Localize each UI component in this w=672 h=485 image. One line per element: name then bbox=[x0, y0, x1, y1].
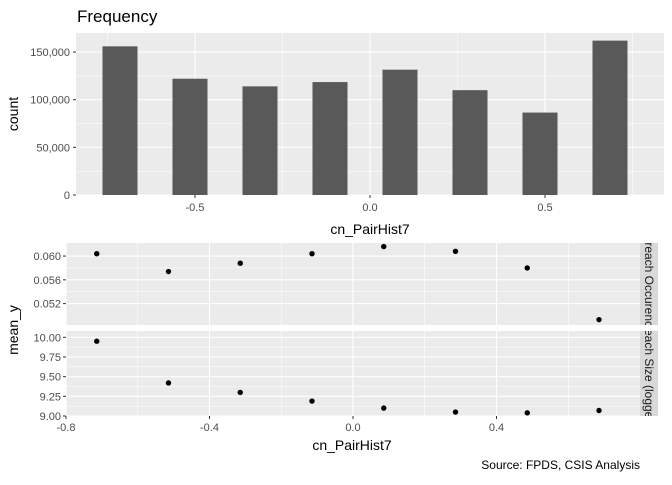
top-y-axis-title: count bbox=[5, 97, 21, 131]
histogram-bar bbox=[172, 78, 208, 195]
histogram-bar bbox=[522, 112, 558, 195]
facet-y-tick-label: 0.056 bbox=[33, 275, 61, 287]
scatter-point bbox=[452, 409, 459, 415]
scatter-point bbox=[452, 248, 459, 255]
histogram-bar bbox=[312, 82, 348, 195]
scatter-point bbox=[381, 405, 387, 411]
bottom-x-axis-title: cn_PairHist7 bbox=[312, 437, 392, 453]
facet-y-tick-label: 0.052 bbox=[33, 299, 61, 311]
facet1-strip-label: Breach Occurence bbox=[642, 234, 656, 334]
scatter-point bbox=[94, 250, 100, 257]
top-bars bbox=[102, 40, 628, 196]
bottom-x-tick-label: -0.4 bbox=[200, 422, 219, 434]
bottom-y-axis-title: mean_y bbox=[5, 305, 21, 355]
top-y-tick-label: 0 bbox=[64, 190, 70, 202]
facet-y-tick-label: 10.00 bbox=[33, 332, 61, 344]
top-x-tick-label: 0.0 bbox=[362, 202, 377, 214]
facet-y-axes: 0.052 0.056 0.060 9.00 9.25 9.50 9.75 10.00 bbox=[33, 251, 66, 423]
facet-points bbox=[94, 243, 602, 416]
scatter-point bbox=[237, 260, 243, 266]
top-x-tick-label: -0.5 bbox=[186, 202, 205, 214]
scatter-point bbox=[381, 243, 387, 250]
facet2-strip bbox=[640, 331, 658, 416]
scatter-point bbox=[596, 407, 602, 414]
histogram-bar bbox=[382, 69, 418, 195]
bottom-x-axis: -0.8 -0.4 0.0 0.4 bbox=[57, 416, 504, 434]
top-y-tick-label: 100,000 bbox=[30, 95, 70, 107]
top-x-axis-title: cn_PairHist7 bbox=[330, 221, 410, 237]
facet-y-tick-label: 9.50 bbox=[40, 372, 61, 384]
top-x-axis: -0.5 0.0 0.5 bbox=[186, 195, 553, 214]
scatter-point bbox=[596, 316, 602, 323]
scatter-point bbox=[165, 268, 172, 275]
top-y-axis: 0 50,000 100,000 150,000 bbox=[30, 47, 76, 202]
facet2-strip-label: Breach Size (logged) bbox=[642, 317, 656, 429]
bottom-x-tick-label: 0.4 bbox=[489, 422, 504, 434]
scatter-point bbox=[524, 265, 530, 271]
top-x-tick-label: 0.5 bbox=[537, 202, 552, 214]
bottom-x-tick-label: 0.0 bbox=[345, 422, 360, 434]
chart-caption: Source: FPDS, CSIS Analysis bbox=[481, 458, 640, 472]
top-y-tick-label: 50,000 bbox=[36, 142, 70, 154]
histogram-bar bbox=[102, 46, 138, 196]
histogram-bar bbox=[452, 90, 488, 195]
scatter-point bbox=[524, 410, 530, 416]
scatter-point bbox=[165, 380, 172, 386]
facet-y-tick-label: 0.060 bbox=[33, 251, 61, 263]
scatter-point bbox=[94, 338, 100, 344]
facet-y-tick-label: 9.75 bbox=[40, 352, 61, 364]
facet-y-tick-label: 9.25 bbox=[40, 391, 61, 403]
facet1-strip bbox=[640, 243, 658, 325]
bottom-x-tick-label: -0.8 bbox=[57, 422, 76, 434]
scatter-point bbox=[237, 389, 243, 396]
top-y-tick-label: 150,000 bbox=[30, 47, 70, 59]
histogram-bar bbox=[242, 86, 278, 195]
scatter-point bbox=[309, 398, 315, 404]
top-chart-title: Frequency bbox=[77, 7, 158, 26]
facet-y-tick-label: 9.00 bbox=[40, 411, 61, 423]
scatter-point bbox=[309, 250, 315, 257]
histogram-bar bbox=[592, 40, 628, 195]
facet-grid bbox=[65, 243, 640, 417]
